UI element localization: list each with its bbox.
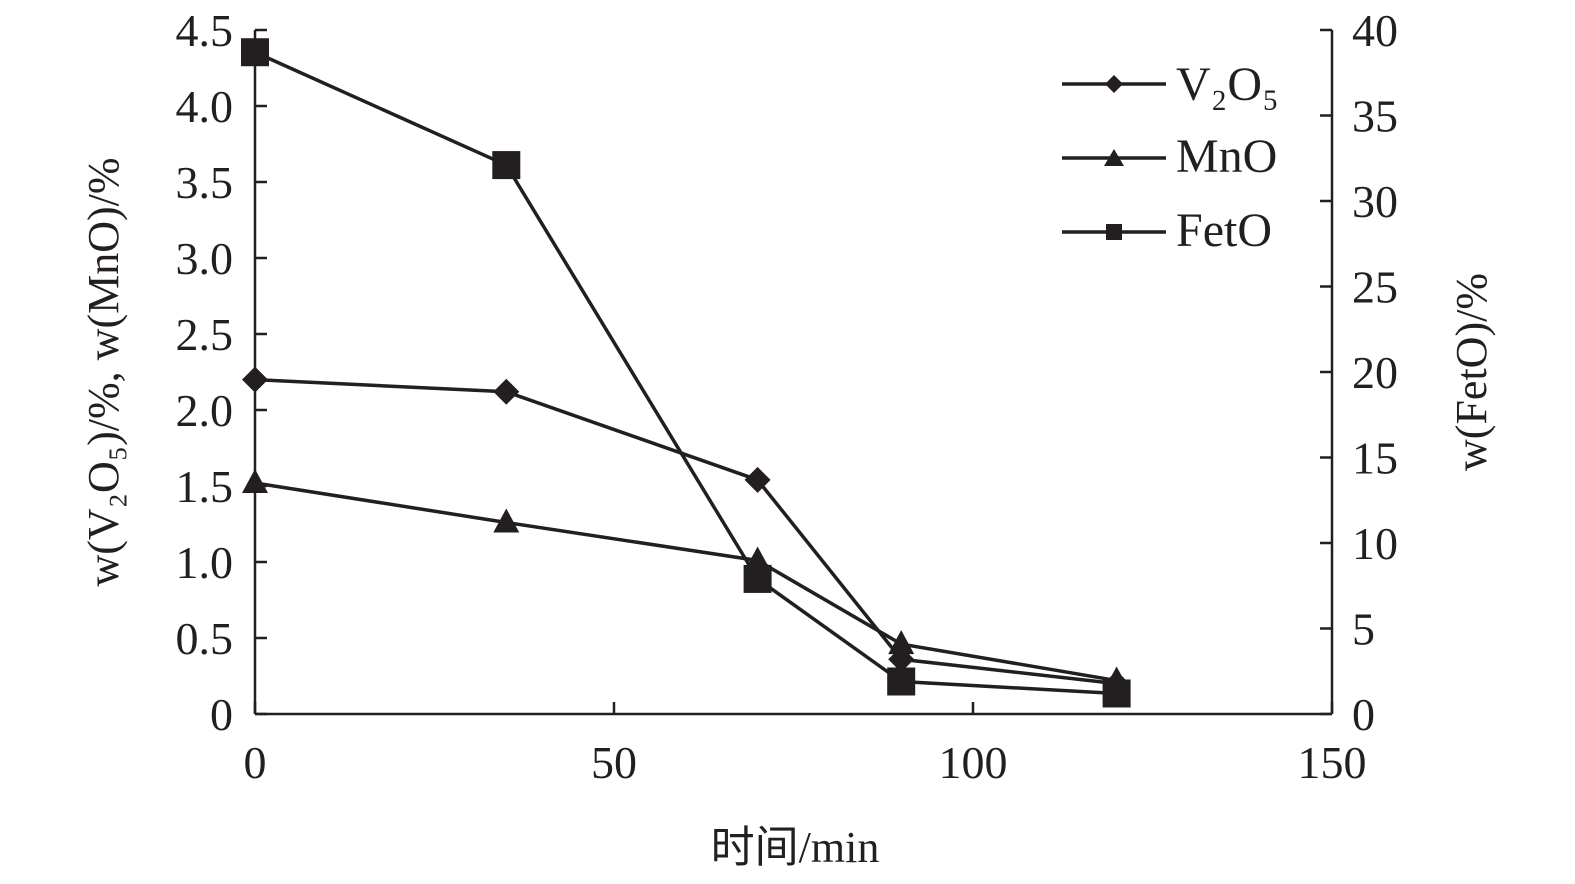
x-tick-label: 150 — [1298, 737, 1367, 788]
legend-label-feto: FetO — [1176, 204, 1272, 257]
data-point-diamond — [242, 366, 268, 393]
axes — [253, 30, 1334, 716]
data-point-square — [743, 564, 772, 593]
x-tick-label: 100 — [939, 737, 1008, 788]
right-y-tick-label: 20 — [1352, 347, 1398, 398]
data-point-diamond — [744, 466, 771, 493]
right-y-tick-label: 5 — [1352, 604, 1375, 655]
left-y-tick-label: 1.0 — [176, 537, 234, 588]
legend-marker-triangle — [1104, 149, 1124, 166]
data-point-diamond — [493, 378, 520, 405]
ticks — [253, 28, 1334, 716]
left-y-tick-label: 4.5 — [176, 5, 234, 56]
right-y-tick-label: 15 — [1352, 433, 1398, 484]
series-line-diamond — [254, 377, 1117, 686]
data-point-square — [241, 38, 269, 67]
data-point-triangle — [242, 468, 268, 493]
right-y-tick-label: 10 — [1352, 518, 1398, 569]
x-axis-label: 时间/min — [711, 823, 880, 872]
legend-item-feto: FetO — [1062, 204, 1272, 257]
x-tick-label: 0 — [244, 737, 267, 788]
data-point-square — [1102, 679, 1131, 708]
right-y-tick-label: 40 — [1352, 5, 1398, 56]
data-point-square — [492, 151, 521, 180]
right-y-tick-label: 35 — [1352, 91, 1398, 142]
left-y-tick-label: 2.5 — [176, 309, 234, 360]
legend-marker-diamond — [1105, 75, 1123, 93]
right-y-tick-label: 0 — [1352, 689, 1375, 740]
legend-label-mno: MnO — [1176, 130, 1277, 183]
left-y-tick-label: 3.5 — [176, 157, 234, 208]
series — [241, 38, 1131, 708]
right-y-tick-label: 25 — [1352, 262, 1398, 313]
series-line-triangle — [254, 481, 1117, 683]
data-point-triangle — [744, 546, 771, 571]
right-y-tick-label: 30 — [1352, 176, 1398, 227]
left-y-tick-label: 1.5 — [176, 461, 234, 512]
x-tick-label: 50 — [591, 737, 637, 788]
left-y-tick-label: 0 — [210, 689, 233, 740]
legend-item-v2o5: V₂O₅ — [1062, 58, 1279, 111]
left-y-axis-label: w(V₂O₅)/%, w(MnO)/% — [79, 157, 128, 586]
tick-labels: 0 50 100 15000.51.01.52.02.53.03.54.04.5051… — [176, 5, 1399, 788]
series-line-square — [254, 50, 1117, 696]
legend: V₂O₅ MnO FetO — [1062, 58, 1279, 257]
legend-label-v2o5: V₂O₅ — [1176, 58, 1279, 111]
left-y-tick-label: 2.0 — [176, 385, 234, 436]
data-point-square — [887, 667, 916, 696]
left-y-tick-label: 3.0 — [176, 233, 234, 284]
left-y-tick-label: 4.0 — [176, 81, 234, 132]
right-y-axis-label: w(FetO)/% — [1447, 273, 1496, 471]
left-y-tick-label: 0.5 — [176, 613, 234, 664]
legend-marker-square — [1106, 224, 1122, 240]
legend-item-mno: MnO — [1062, 130, 1277, 183]
data-point-triangle — [493, 508, 520, 533]
data-point-triangle — [888, 630, 915, 655]
